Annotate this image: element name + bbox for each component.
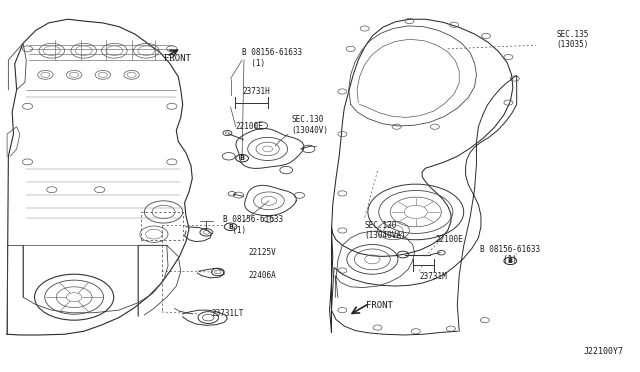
Text: 22125V: 22125V xyxy=(248,248,276,257)
Text: SEC.130
(13040V): SEC.130 (13040V) xyxy=(291,115,328,135)
Text: 23731H: 23731H xyxy=(242,87,270,96)
Text: 22100E: 22100E xyxy=(236,122,264,131)
Text: B 08156-61633
  (1): B 08156-61633 (1) xyxy=(242,48,302,68)
Text: B: B xyxy=(508,258,513,264)
Text: 23731M: 23731M xyxy=(419,272,447,281)
Text: B: B xyxy=(228,224,233,230)
Text: B: B xyxy=(239,155,244,161)
Text: SEC.135
(13035): SEC.135 (13035) xyxy=(556,30,589,49)
Text: 23731LT: 23731LT xyxy=(211,310,244,318)
Text: B 08156-61633
     (1): B 08156-61633 (1) xyxy=(479,245,540,264)
Text: 22100E: 22100E xyxy=(435,235,463,244)
Text: B 08156-61633
  (1): B 08156-61633 (1) xyxy=(223,215,283,235)
Text: FRONT: FRONT xyxy=(164,54,191,62)
Text: J22100Y7: J22100Y7 xyxy=(583,347,623,356)
Text: SEC.130
(13040VA): SEC.130 (13040VA) xyxy=(365,221,406,240)
Text: FRONT: FRONT xyxy=(366,301,393,310)
Text: 22406A: 22406A xyxy=(248,271,276,280)
